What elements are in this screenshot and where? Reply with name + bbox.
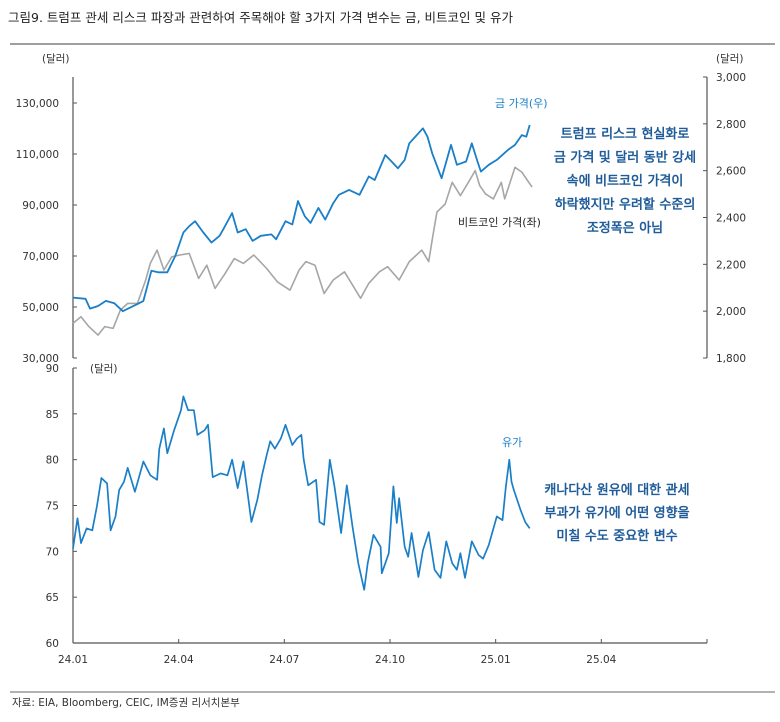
- right-y-tick-label: 1,800: [716, 353, 746, 365]
- series-lines: [72, 124, 533, 591]
- annotation-line: 트럼프 리스크 현실화로: [561, 126, 690, 142]
- x-tick-label: 24.04: [164, 654, 194, 666]
- gold-price-line: [72, 124, 531, 313]
- right-axis-unit: (달러): [716, 53, 744, 65]
- bitcoin-price-line: [72, 166, 533, 336]
- oil-y-tick-label: 70: [46, 546, 59, 558]
- right-y-tick-label: 2,000: [716, 306, 746, 318]
- oil-axis-unit: (달러): [90, 363, 118, 375]
- annotation-line: 미칠 수도 중요한 변수: [556, 528, 677, 544]
- x-tick-label: 24.10: [375, 654, 405, 666]
- right-y-tick-label: 2,800: [716, 119, 746, 131]
- oil-y-tick-label: 65: [46, 592, 59, 604]
- right-y-tick-label: 3,000: [716, 72, 746, 84]
- annotation-line: 금 가격 및 달러 동반 강세: [554, 150, 696, 166]
- annotation-line: 하락했지만 우려할 수준의: [555, 197, 696, 213]
- x-tick-label: 24.01: [58, 654, 88, 666]
- oil-y-tick-label: 85: [46, 409, 59, 421]
- left-axis-unit: (달러): [42, 53, 70, 65]
- oil-y-tick-label: 90: [46, 363, 59, 375]
- figure-title: 그림9. 트럼프 관세 리스크 파장과 관련하여 주목해야 할 3가지 가격 변…: [8, 10, 513, 25]
- oil-y-tick-label: 60: [46, 638, 59, 650]
- bitcoin-series-label: 비트코인 가격(좌): [458, 216, 541, 229]
- x-tick-label: 25.01: [481, 654, 511, 666]
- annotation-line: 캐나다산 원유에 대한 관세: [544, 482, 689, 498]
- annotation-line: 부과가 유가에 어떤 영향을: [544, 505, 689, 521]
- right-y-tick-label: 2,600: [716, 166, 746, 178]
- right-y-tick-label: 2,400: [716, 213, 746, 225]
- left-y-tick-label: 30,000: [22, 353, 59, 365]
- left-y-tick-label: 130,000: [16, 98, 59, 110]
- left-y-tick-label: 50,000: [22, 302, 59, 314]
- axes: 30,000 50,000 70,000 90,000 110,000 130,000 1,…: [16, 72, 746, 666]
- gold-series-label: 금 가격(우): [495, 97, 548, 110]
- oil-y-tick-label: 80: [46, 455, 59, 467]
- x-tick-label: 24.07: [269, 654, 299, 666]
- x-tick-label: 25.04: [586, 654, 616, 666]
- left-y-tick-label: 90,000: [22, 200, 59, 212]
- oil-y-tick-label: 75: [46, 501, 59, 513]
- left-y-tick-label: 110,000: [16, 149, 59, 161]
- source-note: 자료: EIA, Bloomberg, CEIC, IM증권 리서치본부: [12, 697, 240, 709]
- oil-price-line: [72, 395, 531, 591]
- oil-series-label: 유가: [502, 436, 522, 449]
- left-y-tick-label: 70,000: [22, 251, 59, 263]
- annotation-line: 속에 비트코인 가격이: [567, 173, 684, 189]
- annotation-line: 조정폭은 아님: [587, 220, 663, 236]
- right-y-tick-label: 2,200: [716, 259, 746, 271]
